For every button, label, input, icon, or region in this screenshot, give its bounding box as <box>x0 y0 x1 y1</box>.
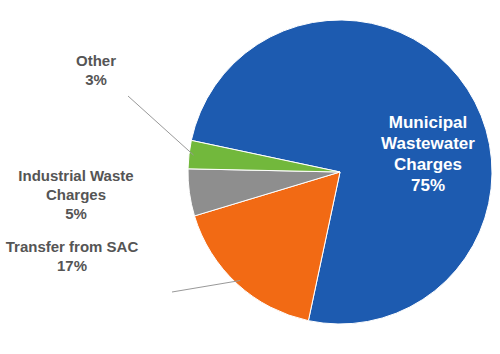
svg-text:MunicipalWastewaterCharges75%: MunicipalWastewaterCharges75% <box>381 113 475 195</box>
svg-text:Other3%: Other3% <box>76 52 116 88</box>
svg-text:Transfer from SAC17%: Transfer from SAC17% <box>8 238 138 274</box>
svg-text:Industrial WasteCharges5%: Industrial WasteCharges5% <box>18 167 133 222</box>
